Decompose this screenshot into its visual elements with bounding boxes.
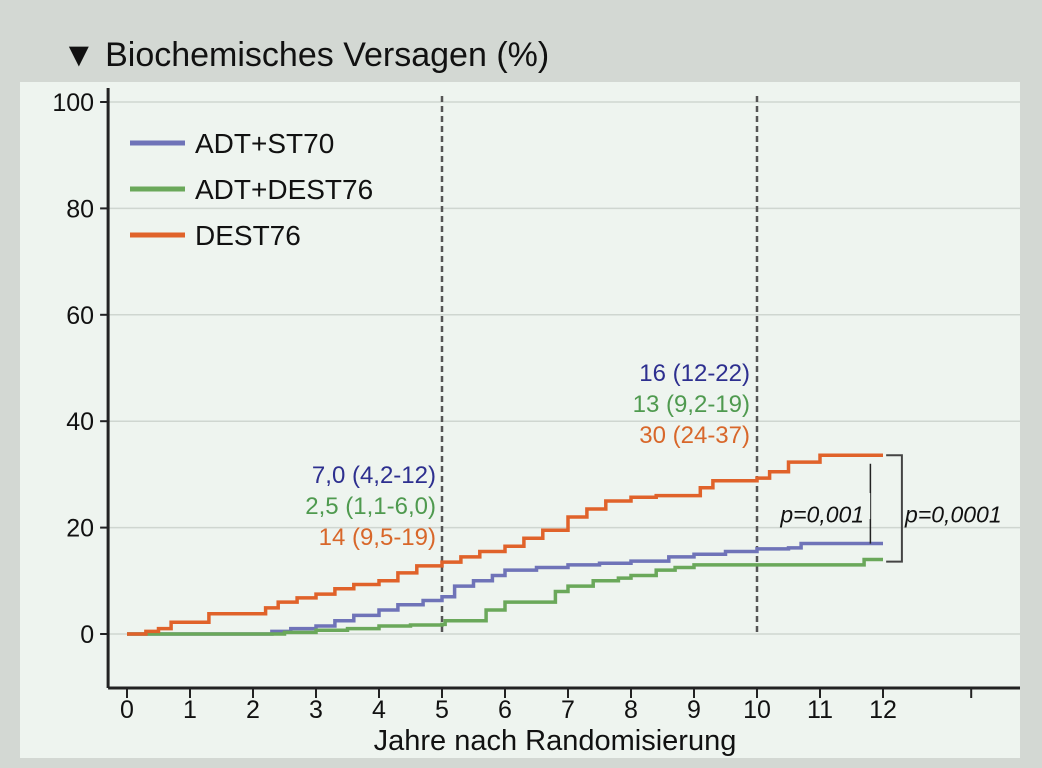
y-tick-label: 80	[66, 195, 94, 223]
y-tick-label: 60	[66, 302, 94, 330]
x-tick-label: 6	[498, 696, 512, 724]
km-chart: ▼ Biochemisches Versagen (%)020406080100…	[20, 20, 1020, 757]
annotation-year5: 14 (9,5-19)	[319, 524, 436, 551]
x-tick-label: 11	[807, 696, 833, 724]
annotation-year10: 13 (9,2-19)	[633, 391, 750, 418]
annotation-year10: 16 (12-22)	[639, 360, 750, 387]
x-tick-label: 3	[309, 696, 323, 724]
x-tick-label: 7	[561, 696, 575, 724]
chart-frame: ▼ Biochemisches Versagen (%) 0 20 40 60 80 100…	[20, 20, 1020, 758]
p-label-bg	[782, 493, 871, 520]
series-line-adt-st70	[127, 541, 883, 636]
y-tick-label: 20	[66, 515, 94, 543]
x-tick-label: 8	[624, 696, 638, 724]
p-bracket-2	[886, 454, 903, 563]
p-value-2: p=0,0001	[904, 501, 1002, 527]
x-tick-label: 0	[120, 696, 134, 724]
y-tick-label: 40	[66, 408, 94, 436]
series-line-adt-dest76	[127, 557, 883, 636]
title-bar	[20, 20, 1020, 82]
x-tick-label: 2	[246, 696, 260, 724]
annotation-year5: 2,5 (1,1-6,0)	[305, 493, 436, 520]
x-tick-label: 12	[869, 696, 897, 724]
x-tick-label: 10	[743, 696, 771, 724]
x-tick-label: 9	[687, 696, 701, 724]
y-tick-label: 0	[80, 621, 94, 649]
legend-label: ADT+DEST76	[195, 174, 373, 205]
x-axis-label: Jahre nach Randomisierung	[374, 725, 737, 757]
series-line-dest76	[127, 453, 883, 636]
annotation-year5: 7,0 (4,2-12)	[312, 462, 436, 489]
annotation-year10: 30 (24-37)	[639, 422, 750, 449]
legend-label: ADT+ST70	[195, 128, 334, 159]
p-value-1: p=0,001	[779, 501, 864, 527]
x-tick-label: 1	[183, 696, 197, 724]
chart-title: ▼ Biochemisches Versagen (%)	[62, 36, 549, 74]
x-tick-label: 5	[435, 696, 449, 724]
x-tick-label: 4	[372, 696, 386, 724]
y-tick-label: 100	[52, 89, 94, 117]
legend-label: DEST76	[195, 220, 301, 251]
